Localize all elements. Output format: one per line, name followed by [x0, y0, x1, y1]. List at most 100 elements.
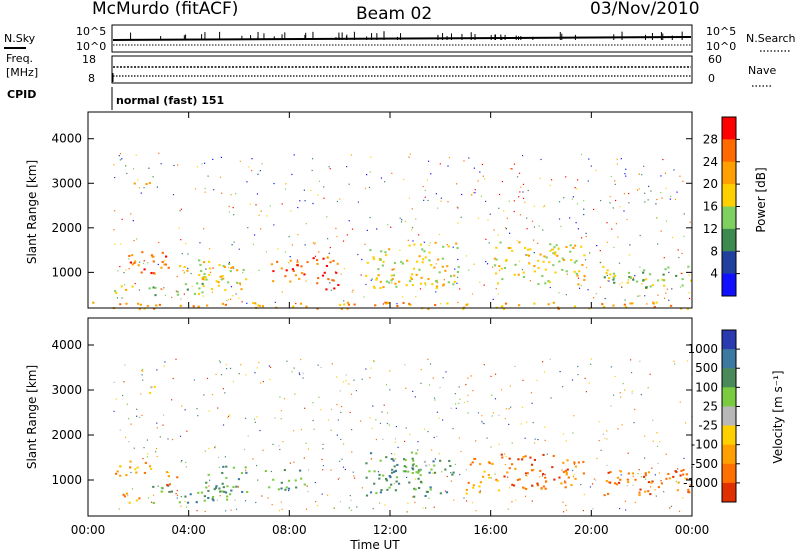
echo-cell — [343, 303, 345, 305]
echo-cell — [544, 477, 546, 479]
echo-point — [472, 502, 473, 503]
echo-point — [481, 421, 482, 422]
echo-point — [561, 469, 562, 470]
echo-point — [574, 464, 575, 465]
echo-point — [515, 499, 516, 500]
echo-point — [136, 416, 137, 417]
echo-point — [522, 380, 523, 381]
echo-point — [439, 453, 440, 454]
echo-point — [389, 425, 390, 426]
echo-point — [486, 437, 487, 438]
echo-point — [502, 181, 503, 182]
colorbar-tick-label: 25 — [703, 399, 718, 413]
echo-cell — [201, 492, 203, 494]
echo-cell — [211, 288, 213, 290]
echo-cell — [420, 277, 422, 279]
echo-point — [595, 479, 596, 480]
echo-point — [297, 260, 298, 261]
echo-cell — [227, 281, 229, 283]
echo-point — [331, 290, 332, 291]
echo-cell — [245, 472, 247, 474]
echo-point — [598, 421, 599, 422]
echo-point — [606, 430, 607, 431]
echo-point — [459, 474, 460, 475]
echo-cell — [577, 283, 579, 285]
echo-cell — [391, 469, 393, 471]
colorbar-swatch — [722, 251, 736, 274]
echo-point — [187, 253, 188, 254]
echo-point — [680, 401, 681, 402]
echo-cell — [642, 279, 644, 281]
echo-point — [354, 478, 355, 479]
echo-point — [581, 285, 582, 286]
echo-cell — [505, 303, 507, 305]
echo-point — [583, 200, 584, 201]
echo-point — [215, 374, 216, 375]
echo-point — [349, 507, 350, 508]
echo-cell — [531, 485, 533, 487]
echo-cell — [495, 247, 497, 249]
echo-point — [380, 423, 381, 424]
echo-cell — [339, 304, 341, 306]
echo-cell — [537, 267, 539, 269]
echo-cell — [386, 489, 388, 491]
echo-point — [391, 282, 392, 283]
echo-point — [491, 395, 492, 396]
echo-point — [634, 275, 635, 276]
echo-cell — [207, 490, 209, 492]
echo-cell — [432, 460, 434, 462]
echo-point — [256, 416, 257, 417]
echo-cell — [656, 302, 658, 304]
echo-point — [147, 453, 148, 454]
echo-cell — [278, 488, 280, 490]
echo-cell — [198, 293, 200, 295]
echo-point — [621, 474, 622, 475]
echo-point — [437, 412, 438, 413]
echo-point — [583, 510, 584, 511]
echo-point — [338, 419, 339, 420]
echo-point — [117, 297, 118, 298]
echo-point — [632, 393, 633, 394]
echo-point — [611, 228, 612, 229]
echo-point — [577, 374, 578, 375]
echo-point — [562, 386, 563, 387]
echo-point — [586, 267, 587, 268]
echo-cell — [389, 487, 391, 489]
echo-cell — [126, 493, 128, 495]
echo-point — [538, 226, 539, 227]
echo-cell — [645, 474, 647, 476]
echo-point — [299, 374, 300, 375]
echo-point — [279, 449, 280, 450]
echo-cell — [442, 266, 444, 268]
echo-cell — [271, 263, 273, 265]
echo-point — [122, 219, 123, 220]
echo-cell — [335, 272, 337, 274]
echo-cell — [466, 493, 468, 495]
echo-point — [205, 511, 206, 512]
echo-cell — [221, 472, 223, 474]
echo-point — [386, 384, 387, 385]
echo-cell — [202, 283, 204, 285]
echo-cell — [416, 261, 418, 263]
echo-point — [142, 374, 143, 375]
echo-point — [463, 160, 464, 161]
echo-cell — [226, 499, 228, 501]
echo-point — [668, 272, 669, 273]
echo-cell — [412, 284, 414, 286]
echo-point — [313, 242, 314, 243]
echo-cell — [354, 304, 356, 306]
echo-point — [134, 448, 135, 449]
echo-point — [490, 446, 491, 447]
echo-cell — [168, 475, 170, 477]
echo-cell — [549, 250, 551, 252]
echo-cell — [385, 254, 387, 256]
echo-cell — [162, 261, 164, 263]
echo-point — [634, 409, 635, 410]
echo-cell — [393, 460, 395, 462]
echo-point — [412, 208, 413, 209]
echo-point — [129, 268, 130, 269]
echo-cell — [382, 265, 384, 267]
echo-point — [457, 207, 458, 208]
echo-point — [445, 371, 446, 372]
echo-point — [521, 423, 522, 424]
